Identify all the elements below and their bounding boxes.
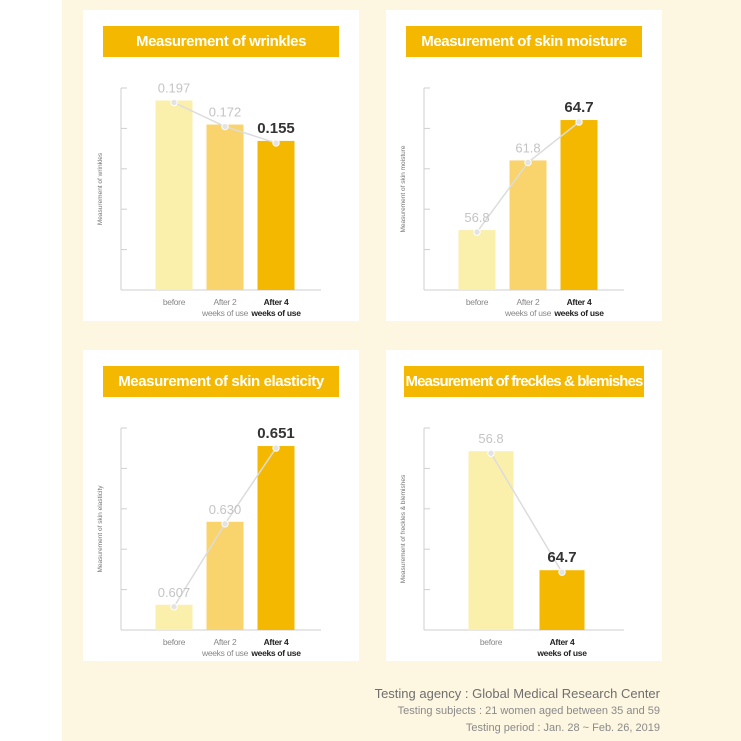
testing-period: Testing period : Jan. 28 ~ Feb. 26, 2019 [465,722,660,734]
skin-elasticity-chart: Measurement of skin elasticity 0.607 0.630… [97,425,321,658]
x-tick-label: After 4 [264,297,289,307]
x-tick-label: before [163,637,186,647]
x-tick-label: After 4 [567,297,592,307]
data-label: 0.651 [257,425,295,442]
chart-title: Measurement of skin moisture [406,26,642,57]
trend-point [487,449,495,457]
bar [468,451,514,630]
bar [257,446,295,630]
bar [206,521,244,630]
x-tick-label: After 4 [550,637,575,647]
chart-title: Measurement of wrinkles [103,26,339,57]
data-label: 0.607 [158,585,191,600]
trend-point [473,228,481,236]
bar [560,120,598,290]
freckles-blemishes-chart-card: Measurement of freckles & blemishes Meas… [386,350,662,661]
bar [539,570,585,630]
trend-point [524,158,532,167]
y-axis-label: Measurement of wrinkles [97,152,104,225]
data-label: 0.630 [209,502,242,517]
x-tick-label: before [163,297,186,307]
x-tick-label: weeks of use [536,648,587,658]
y-axis-label: Measurement of skin moisture [400,145,407,232]
x-tick-label: weeks of use [201,648,249,658]
chart-title: Measurement of skin elasticity [103,366,339,397]
x-tick-label: After 2 [214,297,238,307]
freckles-blemishes-chart: Measurement of freckles & blemishes 56.8 6… [400,427,624,658]
skin-moisture-chart: Measurement of skin moisture 56.8 61.8 64.7… [400,87,624,318]
trend-point [558,568,566,576]
trend-point [272,444,280,452]
data-label: 0.172 [209,105,242,120]
skin-moisture-chart-card: Measurement of skin moisture Measurement… [386,10,662,321]
bar [458,230,496,290]
x-tick-label: After 4 [264,637,289,647]
data-label: 56.8 [478,431,503,446]
x-tick-label: weeks of use [201,308,249,318]
trend-point [221,520,229,528]
x-tick-label: weeks of use [250,648,301,658]
x-tick-label: before [480,637,503,647]
wrinkles-chart: Measurement of wrinkles 0.197 0.172 0.155 be… [97,81,321,318]
bar [155,100,193,290]
x-tick-label: weeks of use [504,308,552,318]
data-label: 56.8 [464,210,489,225]
y-axis-label: Measurement of skin elasticity [97,485,104,573]
trend-point [170,98,178,107]
data-label: 64.7 [564,99,593,116]
data-label: 0.155 [257,120,295,137]
data-label: 64.7 [547,549,576,566]
skin-elasticity-chart-card: Measurement of skin elasticity Measureme… [83,350,359,661]
bar [206,124,244,290]
x-tick-label: weeks of use [250,308,301,318]
data-label: 61.8 [515,140,540,155]
chart-title: Measurement of freckles & blemishes [404,366,644,397]
trend-point [575,118,583,126]
trend-point [221,122,229,131]
bar [257,140,295,290]
x-tick-label: before [466,297,489,307]
y-axis-label: Measurement of freckles & blemishes [400,474,407,583]
testing-subjects: Testing subjects : 21 women aged between… [397,705,660,717]
wrinkles-chart-card: Measurement of wrinkles Measurement of w… [83,10,359,321]
x-tick-label: After 2 [517,297,541,307]
trend-line [490,452,563,573]
x-tick-label: weeks of use [553,308,604,318]
testing-agency: Testing agency : Global Medical Research… [374,686,660,701]
data-label: 0.197 [158,81,191,96]
trend-point [170,603,178,611]
bar [509,160,547,290]
x-tick-label: After 2 [214,637,238,647]
trend-point [272,139,280,147]
